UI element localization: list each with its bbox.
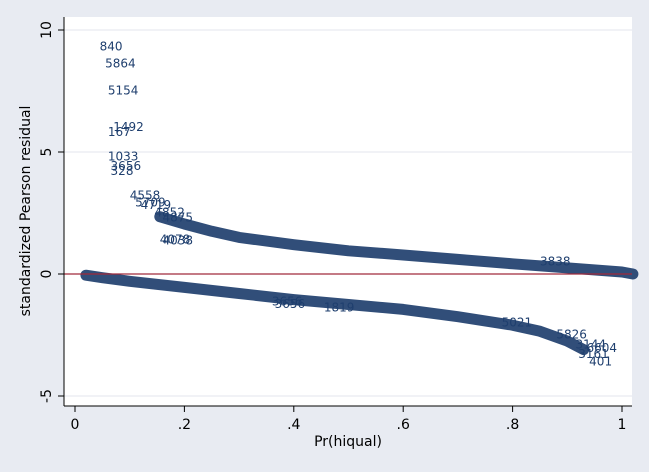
- point-label-15: 3656: [272, 295, 303, 309]
- point-label-22: 5826: [556, 328, 587, 342]
- point-label-1: 5864: [105, 57, 136, 71]
- x-tick-label-0: 0: [71, 417, 80, 433]
- point-label-5: 1033: [108, 149, 139, 163]
- point-label-7: 328: [111, 164, 134, 178]
- point-label-2: 5154: [108, 84, 139, 98]
- grid-layer: [64, 29, 632, 397]
- point-label-6: 3656: [111, 159, 142, 173]
- point-label-21: 401: [589, 354, 612, 368]
- x-tick-label-5: 1: [618, 417, 627, 433]
- point-label-3: 1492: [113, 120, 144, 134]
- point-label-19: 6604: [586, 341, 617, 355]
- x-tick-label-4: .8: [506, 417, 519, 433]
- residual-cloud-layer: [80, 211, 639, 356]
- y-axis-ticks: -5 0 5 10: [39, 21, 64, 403]
- lower-residual-band: [80, 269, 590, 356]
- y-tick-label-2: 5: [39, 148, 55, 157]
- point-label-12: 4875: [163, 210, 194, 224]
- y-tick-label-1: 0: [39, 270, 55, 279]
- x-axis-ticks: 0 .2 .4 .6 .8 1: [71, 406, 627, 433]
- labeled-points-layer: 8405864515414921671033365632845585709471…: [100, 40, 617, 369]
- point-label-17: 1819: [324, 301, 355, 315]
- x-axis-label: Pr(hiqual): [314, 434, 382, 450]
- y-axis-label: standardized Pearson residual: [18, 106, 34, 317]
- point-label-8: 4558: [130, 188, 161, 202]
- point-label-14: 4038: [163, 234, 194, 248]
- y-tick-label-3: 10: [39, 21, 55, 39]
- point-label-13: 4078: [160, 232, 191, 246]
- upper-residual-band: [154, 211, 639, 280]
- point-label-20: 3161: [578, 347, 609, 361]
- x-tick-label-3: .6: [397, 417, 410, 433]
- y-tick-label-0: -5: [39, 389, 55, 403]
- point-label-0: 840: [100, 40, 123, 54]
- point-label-9: 5709: [135, 196, 166, 210]
- point-label-10: 4719: [141, 198, 172, 212]
- point-label-16: 3656: [275, 297, 306, 311]
- point-label-23: 5021: [502, 315, 533, 329]
- point-label-18: 3144: [576, 337, 607, 351]
- x-tick-label-1: .2: [178, 417, 191, 433]
- point-label-4: 167: [108, 125, 131, 139]
- point-label-11: 4852: [154, 206, 185, 220]
- x-tick-label-2: .4: [287, 417, 300, 433]
- point-label-24: 3838: [540, 254, 571, 268]
